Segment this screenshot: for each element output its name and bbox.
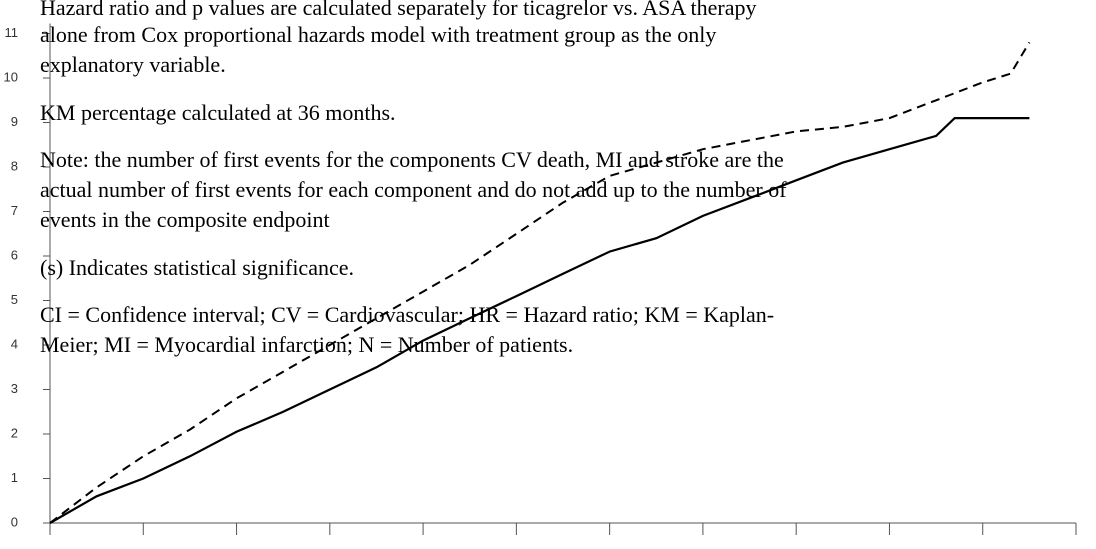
y-tick-label: 7 [11,203,18,218]
km-curve [49,41,1031,524]
y-tick-label: 2 [11,425,18,440]
y-tick-label: 4 [11,336,18,351]
y-tick-label: 5 [11,292,18,307]
y-tick-label: 9 [11,114,18,129]
note-line: KM percentage calculated at 36 months. [40,100,396,125]
y-tick-label: 3 [11,381,18,396]
note-line: Note: the number of first events for the… [40,147,784,172]
note-line: (s) Indicates statistical significance. [40,255,354,280]
note-line: explanatory variable. [40,52,226,77]
note-line: events in the composite endpoint [40,207,330,232]
y-tick-label: 11 [5,25,19,40]
note-line: CI = Confidence interval; CV = Cardiovas… [40,302,775,327]
y-tick-label: 1 [11,470,18,485]
km-curve [49,117,1030,524]
note-line: actual number of first events for each c… [40,177,787,202]
note-line: Hazard ratio and p values are calculated… [40,0,757,20]
y-tick-label: 10 [4,69,18,84]
y-tick-label: 8 [11,158,18,173]
y-tick-label: 0 [11,514,18,529]
y-tick-label: 6 [11,247,18,262]
note-line: Meier; MI = Myocardial infarction; N = N… [40,332,574,357]
note-line: alone from Cox proportional hazards mode… [40,22,717,47]
